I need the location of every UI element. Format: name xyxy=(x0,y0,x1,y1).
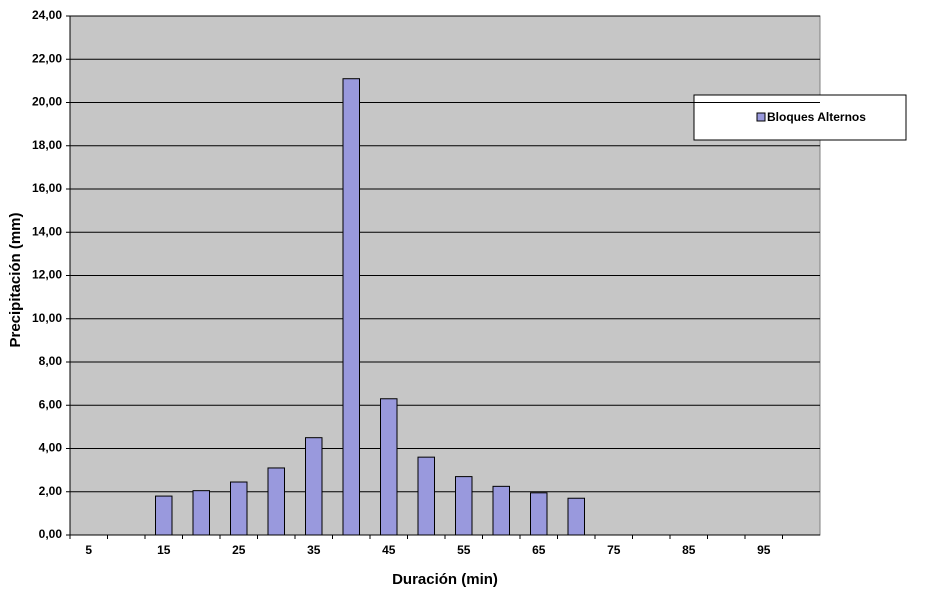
bar xyxy=(192,490,210,536)
y-tick-label: 8,00 xyxy=(39,354,63,368)
y-tick-label: 14,00 xyxy=(32,224,62,238)
y-tick-label: 20,00 xyxy=(32,95,62,109)
x-tick-label: 15 xyxy=(157,543,171,557)
bar xyxy=(342,78,360,536)
y-tick-label: 6,00 xyxy=(39,397,63,411)
legend-label: Bloques Alternos xyxy=(767,110,866,124)
bar xyxy=(230,481,248,536)
bar xyxy=(380,398,398,536)
x-tick-label: 25 xyxy=(232,543,246,557)
y-tick-label: 12,00 xyxy=(32,268,62,282)
x-axis-title: Duración (min) xyxy=(392,571,498,588)
y-tick-label: 0,00 xyxy=(39,527,63,541)
bar xyxy=(267,467,285,536)
y-axis-title: Precipitación (mm) xyxy=(7,212,24,347)
bar xyxy=(417,456,435,536)
x-tick-label: 35 xyxy=(307,543,321,557)
y-tick-label: 4,00 xyxy=(39,441,63,455)
x-tick-label: 55 xyxy=(457,543,471,557)
bar xyxy=(305,437,323,536)
y-tick-label: 18,00 xyxy=(32,138,62,152)
x-tick-label: 75 xyxy=(607,543,621,557)
bar xyxy=(567,497,585,536)
bar xyxy=(530,492,548,536)
bar xyxy=(492,485,510,536)
y-tick-label: 16,00 xyxy=(32,181,62,195)
x-tick-label: 45 xyxy=(382,543,396,557)
x-tick-label: 5 xyxy=(85,543,92,557)
y-tick-label: 10,00 xyxy=(32,311,62,325)
x-tick-label: 65 xyxy=(532,543,546,557)
bar xyxy=(155,495,173,536)
x-tick-label: 85 xyxy=(682,543,696,557)
legend-swatch xyxy=(756,112,766,122)
y-tick-label: 24,00 xyxy=(32,8,62,22)
y-tick-label: 2,00 xyxy=(39,484,63,498)
bar xyxy=(455,476,473,536)
x-tick-label: 95 xyxy=(757,543,771,557)
y-tick-label: 22,00 xyxy=(32,51,62,65)
